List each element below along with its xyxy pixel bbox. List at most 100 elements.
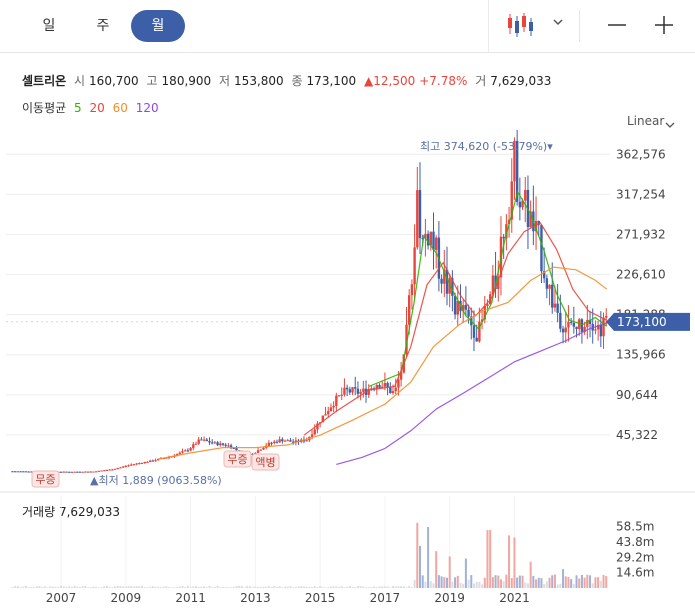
tab-monthly[interactable]: 월 bbox=[131, 10, 185, 42]
candlestick-icon[interactable] bbox=[505, 10, 541, 40]
price-tick-label: 317,254 bbox=[616, 187, 666, 201]
volume-bar bbox=[521, 575, 524, 588]
volume-bar bbox=[354, 587, 357, 588]
chevron-down-icon[interactable] bbox=[664, 116, 676, 135]
volume-bar bbox=[275, 587, 278, 588]
volume-bar bbox=[340, 586, 343, 588]
candle-body bbox=[524, 190, 527, 201]
candle-body bbox=[143, 461, 146, 464]
volume-bar bbox=[219, 587, 222, 588]
candle-body bbox=[480, 319, 484, 322]
axis-labels: 45,32290,644135,966181,288226,610271,932… bbox=[46, 147, 666, 605]
volume-bar bbox=[559, 583, 562, 588]
volume-bar bbox=[548, 577, 551, 588]
volume-bar bbox=[386, 586, 389, 588]
ma20-label: 20 bbox=[89, 101, 105, 115]
price-chart[interactable]: 45,32290,644135,966181,288226,610271,932… bbox=[0, 130, 695, 614]
volume-bar bbox=[221, 586, 224, 588]
price-tick-label: 90,644 bbox=[616, 388, 658, 402]
volume-bar bbox=[448, 556, 451, 588]
volume-tick-label: 29.2m bbox=[616, 550, 654, 564]
volume-bar bbox=[232, 586, 235, 588]
candle-body bbox=[337, 395, 341, 397]
candle-body bbox=[542, 271, 546, 279]
candle-body bbox=[278, 439, 281, 443]
candle-body bbox=[73, 471, 76, 473]
volume-bar bbox=[400, 586, 403, 588]
volume-bar bbox=[278, 586, 281, 588]
candle-body bbox=[580, 319, 584, 332]
candle-body bbox=[408, 295, 411, 325]
volume-bar bbox=[127, 585, 130, 588]
volume-bar bbox=[216, 585, 219, 588]
moving-average-lines bbox=[158, 190, 608, 465]
candle-body bbox=[221, 443, 225, 445]
volume-bar bbox=[122, 586, 125, 588]
volume-bar bbox=[200, 586, 203, 588]
volume-legend-value: 7,629,033 bbox=[58, 505, 121, 519]
volume-bar bbox=[173, 587, 176, 588]
toolbar-divider bbox=[579, 10, 580, 42]
volume-bar bbox=[149, 586, 152, 588]
candle-body bbox=[200, 439, 203, 441]
ma5-line bbox=[368, 190, 608, 388]
candle-body bbox=[291, 441, 295, 443]
volume-bar bbox=[513, 537, 516, 588]
volume-bar bbox=[375, 587, 378, 588]
volume-bar bbox=[170, 587, 173, 588]
volume-bar bbox=[281, 587, 284, 588]
volume-bar bbox=[157, 586, 160, 588]
volume-bar bbox=[211, 587, 214, 588]
volume-bar bbox=[456, 575, 459, 588]
candle-body bbox=[205, 439, 208, 442]
open-label: 시 bbox=[74, 74, 86, 88]
stock-name: 셀트리온 bbox=[22, 74, 67, 88]
plus-icon[interactable] bbox=[649, 10, 685, 40]
candle-body bbox=[329, 407, 333, 412]
event-tag bbox=[31, 470, 60, 488]
tab-daily[interactable]: 일 bbox=[42, 18, 56, 34]
candle-body bbox=[197, 439, 200, 444]
candle-body bbox=[370, 388, 373, 390]
candle-body bbox=[229, 445, 233, 449]
candle-body bbox=[445, 269, 449, 294]
candle-body bbox=[154, 460, 157, 462]
candle-body bbox=[146, 461, 149, 463]
volume-bar bbox=[89, 587, 92, 588]
minus-icon[interactable] bbox=[601, 10, 637, 40]
volume-bar bbox=[135, 586, 138, 588]
candle-body bbox=[213, 442, 217, 444]
chevron-down-icon[interactable] bbox=[551, 10, 569, 40]
candle-body bbox=[267, 442, 271, 446]
volume-bar bbox=[246, 585, 249, 588]
tab-weekly[interactable]: 주 bbox=[96, 18, 110, 34]
candle-body bbox=[27, 471, 30, 473]
volume-bar bbox=[141, 585, 144, 588]
candle-body bbox=[138, 463, 141, 465]
candle-body bbox=[11, 471, 14, 473]
candle-body bbox=[332, 405, 335, 408]
candle-body bbox=[491, 275, 495, 295]
candle-body bbox=[362, 388, 365, 392]
volume-bar bbox=[416, 522, 419, 588]
moving-average-legend[interactable]: 이동평균 5 20 60 120 bbox=[22, 99, 163, 116]
candle-body bbox=[405, 324, 408, 355]
candle-body bbox=[483, 306, 486, 320]
volume-tick-label: 14.6m bbox=[616, 566, 654, 580]
volume-bar bbox=[305, 586, 308, 588]
candle-body bbox=[534, 221, 538, 232]
candle-body bbox=[289, 440, 292, 442]
volume-bar bbox=[497, 575, 500, 588]
volume-bar bbox=[532, 575, 535, 588]
volume-bar bbox=[189, 587, 192, 588]
candle-body bbox=[572, 323, 576, 327]
volume-bar bbox=[575, 575, 578, 588]
scale-mode-select[interactable]: Linear bbox=[627, 114, 665, 128]
candle-body bbox=[553, 303, 557, 308]
volume-bar bbox=[30, 586, 33, 588]
volume-bar bbox=[194, 586, 197, 588]
volume-bar bbox=[62, 586, 65, 588]
volume-bar bbox=[197, 586, 200, 588]
event-tag-label: 무증 bbox=[227, 453, 247, 466]
volume-bar bbox=[481, 584, 484, 588]
